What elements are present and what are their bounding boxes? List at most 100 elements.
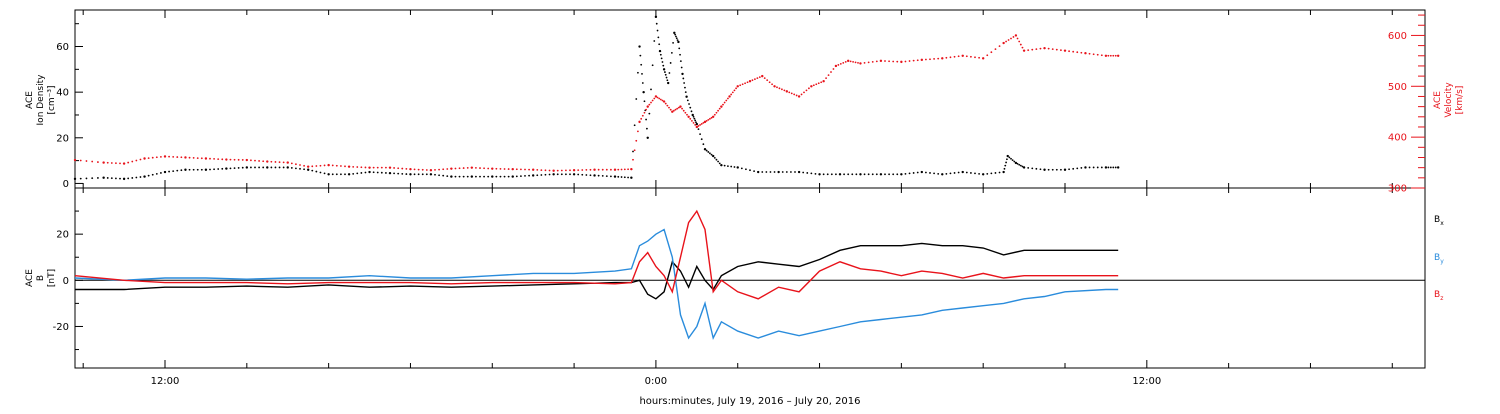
density-point (912, 172, 915, 174)
density-point (660, 57, 663, 60)
velocity-point (718, 107, 721, 110)
density-point (790, 171, 792, 173)
density-point (697, 128, 700, 131)
density-point (657, 36, 660, 39)
density-point (601, 175, 604, 177)
velocity-point (286, 161, 289, 164)
density-point (380, 171, 383, 174)
density-point (454, 175, 457, 178)
y-tick-label-left: 0 (63, 276, 69, 287)
density-point (620, 176, 623, 178)
density-point (690, 110, 693, 113)
density-point (180, 169, 183, 172)
velocity-point (662, 100, 666, 103)
legend-entry-y: By (1434, 253, 1444, 265)
density-point (1003, 167, 1006, 170)
velocity-point (438, 168, 440, 171)
velocity-point (834, 64, 838, 68)
density-point (241, 166, 244, 169)
velocity-point (1092, 53, 1095, 56)
density-point (641, 82, 644, 84)
density-point (97, 177, 99, 179)
velocity-point (589, 168, 592, 171)
y-axis-label-density: ACE Ion Density [cm⁻³] (25, 74, 57, 126)
density-point (727, 165, 729, 167)
x-tick-label: 0:00 (645, 376, 667, 387)
plot-frame (74, 9, 1426, 369)
density-point (957, 171, 960, 174)
density-point (581, 173, 584, 176)
velocity-point (994, 48, 997, 51)
density-point (677, 40, 680, 44)
velocity-point (356, 166, 359, 168)
density-point (658, 49, 662, 53)
density-point (1068, 168, 1070, 171)
velocity-point (832, 68, 835, 70)
density-point (466, 175, 469, 178)
velocity-point (119, 162, 121, 165)
velocity-point (122, 162, 126, 165)
velocity-point (920, 58, 924, 62)
velocity-point (225, 158, 228, 161)
density-point (1011, 159, 1014, 162)
density-point (262, 166, 265, 169)
velocity-point (720, 105, 723, 108)
density-point (941, 173, 944, 176)
y-axis-label-density-line: ACE (25, 91, 35, 109)
velocity-point (842, 61, 845, 64)
velocity-point (446, 168, 449, 170)
velocity-point (1072, 50, 1075, 53)
density-point (653, 40, 656, 42)
density-point (675, 35, 677, 38)
velocity-point (825, 77, 827, 80)
velocity-point (916, 59, 919, 62)
velocity-point (687, 115, 690, 119)
velocity-point (454, 167, 457, 170)
density-point (871, 173, 874, 176)
y-tick-label-right: 400 (1388, 133, 1407, 144)
density-point (1104, 166, 1108, 169)
velocity-point (155, 156, 158, 159)
velocity-point (106, 161, 109, 164)
velocity-point (859, 62, 862, 65)
velocity-point (758, 76, 761, 79)
density-point (531, 174, 535, 177)
velocity-point (241, 159, 244, 161)
density-point (665, 76, 668, 79)
velocity-point (385, 166, 387, 169)
density-point (818, 173, 821, 176)
density-point (682, 77, 685, 80)
velocity-point (981, 57, 985, 60)
velocity-point (668, 106, 670, 109)
series-line-bx (75, 242, 1119, 300)
density-point (335, 173, 338, 176)
velocity-point (569, 169, 571, 172)
velocity-point (822, 80, 825, 83)
velocity-point (705, 119, 708, 122)
velocity-point (676, 107, 679, 110)
velocity-point (725, 99, 728, 102)
velocity-point (536, 168, 539, 171)
velocity-point (1007, 39, 1010, 41)
density-point (777, 170, 780, 174)
density-point (702, 143, 705, 146)
density-point (635, 98, 638, 100)
density-point (79, 177, 82, 180)
velocity-point (168, 155, 170, 158)
density-point (668, 72, 671, 74)
velocity-point (135, 159, 138, 162)
velocity-point (723, 101, 726, 104)
velocity-point (830, 71, 832, 73)
density-point (1004, 164, 1007, 167)
velocity-point (998, 45, 1001, 48)
density-point (475, 175, 477, 178)
velocity-point (766, 79, 769, 82)
density-point (229, 167, 232, 170)
velocity-point (641, 114, 644, 117)
velocity-point (388, 166, 392, 169)
density-point (306, 168, 310, 171)
velocity-point (560, 169, 563, 172)
density-point (311, 169, 314, 172)
velocity-point (837, 64, 840, 66)
density-point (507, 175, 510, 178)
